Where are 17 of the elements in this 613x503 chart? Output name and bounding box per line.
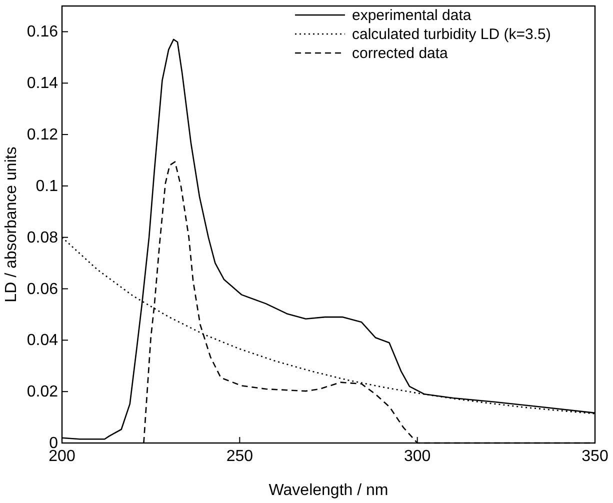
x-axis-title: Wavelength / nm	[268, 482, 388, 499]
legend-label: corrected data	[352, 45, 449, 62]
x-tick-label: 300	[404, 448, 431, 465]
y-tick-label: 0.02	[26, 384, 58, 401]
x-tick-label: 250	[226, 448, 254, 465]
y-tick-label: 0.12	[26, 126, 58, 144]
y-tick-label: 0.16	[26, 24, 58, 41]
legend-label: experimental data	[352, 7, 472, 24]
y-tick-label: 0.1	[36, 178, 58, 195]
y-tick-label: 0.04	[26, 332, 58, 350]
x-tick-label: 200	[48, 448, 76, 465]
y-tick-label: 0.08	[26, 229, 58, 246]
legend-label: calculated turbidity LD (k=3.5)	[352, 26, 551, 43]
y-tick-label: 0.06	[26, 280, 58, 298]
y-axis-title: LD / absorbance units	[3, 146, 20, 302]
x-tick-label: 350	[582, 448, 608, 465]
y-tick-label: 0.14	[26, 75, 58, 92]
